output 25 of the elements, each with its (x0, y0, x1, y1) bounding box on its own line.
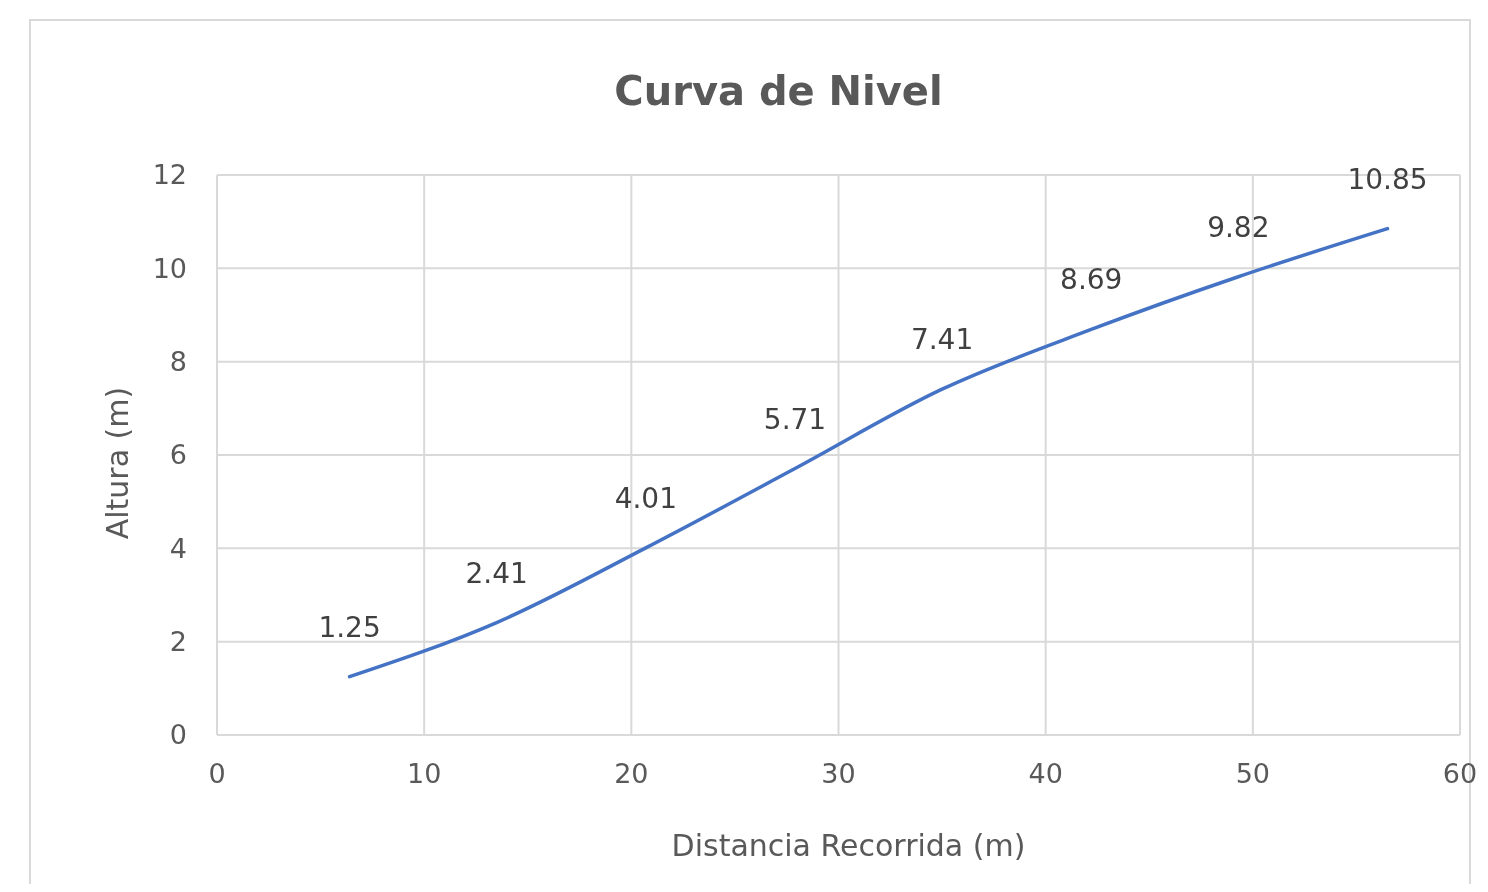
x-tick-label: 20 (614, 758, 649, 789)
y-tick-label: 12 (152, 159, 187, 191)
x-axis-title: Distancia Recorrida (m) (671, 828, 1026, 863)
data-label: 5.71 (763, 402, 827, 436)
x-tick-label: 0 (208, 758, 226, 789)
x-tick-label: 60 (1442, 758, 1478, 789)
data-label: 4.01 (614, 481, 678, 515)
x-tick-label: 50 (1235, 758, 1271, 789)
x-tick-label: 30 (821, 758, 856, 789)
y-tick-label: 6 (169, 439, 187, 471)
chart-title: Curva de Nivel (614, 68, 943, 114)
x-tick-label: 10 (406, 758, 442, 789)
data-label: 1.25 (318, 610, 381, 644)
data-label: 9.82 (1207, 210, 1270, 244)
data-label: 10.85 (1347, 162, 1428, 196)
y-tick-label: 4 (169, 532, 187, 564)
y-axis-title: Altura (m) (100, 386, 135, 540)
data-label: 2.41 (465, 556, 528, 590)
x-tick-label: 40 (1028, 758, 1063, 789)
y-tick-label: 8 (169, 346, 187, 378)
data-label: 8.69 (1060, 263, 1123, 297)
y-tick-label: 10 (152, 252, 187, 284)
data-label: 7.41 (910, 323, 974, 357)
y-tick-label: 0 (169, 719, 187, 751)
y-tick-label: 2 (169, 626, 187, 658)
